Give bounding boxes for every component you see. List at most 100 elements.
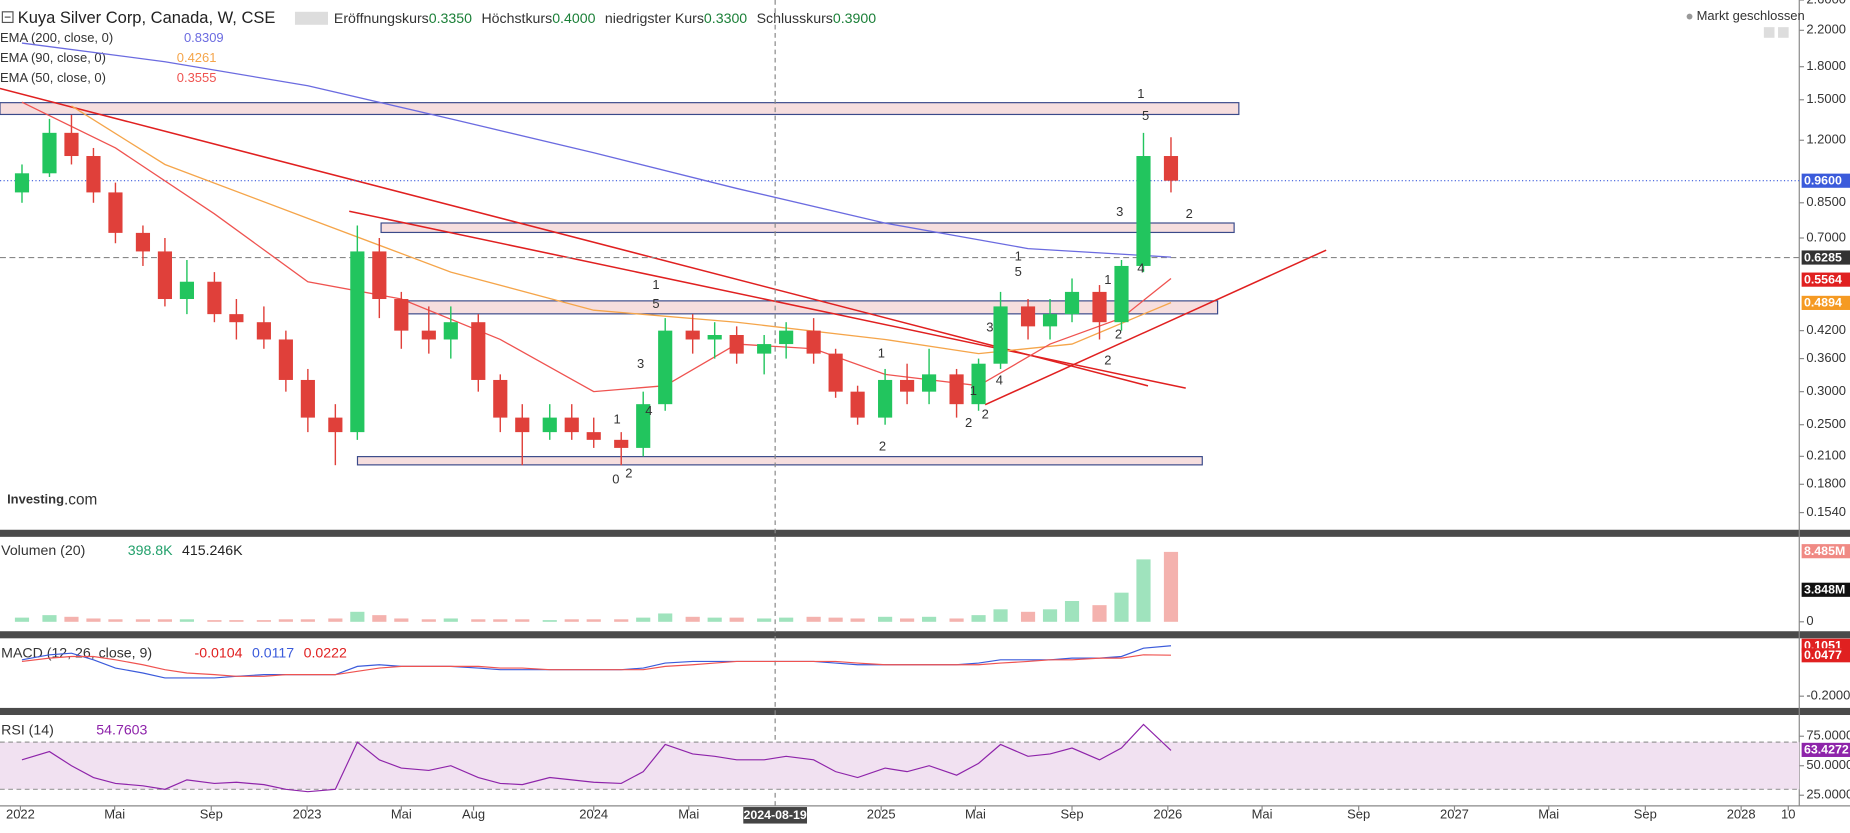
volume-bar [42, 615, 57, 622]
candle-body [229, 314, 244, 323]
y-tick-label: 0.2500 [1806, 416, 1846, 431]
ohlc-name: Schlusskurs [757, 10, 833, 26]
volume-bar [850, 618, 865, 622]
x-tick-label: Sep [1634, 807, 1657, 822]
trendline [0, 87, 1149, 387]
price-badge [1801, 250, 1850, 265]
crosshair-date: 2024-08-19 [743, 808, 806, 822]
volume-bar [1042, 609, 1058, 622]
wave-label: 2 [879, 439, 886, 454]
candle-body [900, 379, 915, 392]
volume-bar [350, 611, 365, 622]
wave-label: 2 [1104, 352, 1111, 367]
y-tick-label: 0.4200 [1806, 322, 1846, 337]
ema-name: EMA (50, close, 0) [0, 70, 106, 85]
ema-value: 0.8309 [184, 30, 224, 45]
candle-body [729, 335, 744, 354]
wave-label: 1 [1104, 272, 1111, 287]
layout [0, 0, 1850, 807]
collapse-icon[interactable] [1, 11, 14, 24]
wave-label: 1 [878, 345, 885, 360]
brand-suffix: .com [64, 491, 97, 508]
panel-title: Volumen (20) [1, 542, 85, 558]
panel-button[interactable] [1763, 27, 1775, 38]
brand: Investing [7, 492, 64, 507]
x-tick-label: 2027 [1440, 807, 1469, 822]
volume-bar [471, 619, 486, 622]
zone-box [380, 222, 1235, 234]
wave-label: 1 [652, 277, 659, 292]
volume-bar [542, 620, 557, 622]
y-tick-label: 25.0000 [1806, 787, 1850, 802]
wave-label: 3 [986, 319, 993, 334]
volume-bar [729, 617, 744, 622]
volume-bar [1092, 605, 1107, 622]
y-tick-label: 0.2100 [1806, 448, 1846, 463]
volume-bar [828, 617, 843, 622]
y-tick-label: 1.8000 [1806, 58, 1846, 73]
candle-body [971, 363, 986, 405]
legend-icons[interactable] [294, 11, 328, 25]
y-tick-label: 75.0000 [1806, 728, 1850, 743]
candle-body [86, 156, 101, 193]
wave-label: 5 [1015, 264, 1022, 279]
x-tick-label: 2028 [1727, 807, 1756, 822]
x-tick-label: Mai [104, 807, 125, 822]
wave-label: 1 [970, 383, 977, 398]
x-tick-label: Mai [1252, 807, 1273, 822]
x-tick-label: Aug [462, 807, 485, 822]
volume-bar [1114, 592, 1129, 622]
ema-name: EMA (200, close, 0) [0, 30, 113, 45]
candle-body [564, 417, 579, 433]
candle-body [471, 322, 486, 380]
price-badge-label: 0.0477 [1804, 648, 1842, 662]
volume-bar [636, 617, 651, 622]
panel-title: MACD (12, 26, close, 9) [1, 644, 152, 660]
candle-body [443, 322, 458, 340]
price-badge [1801, 173, 1850, 188]
volume-bar [564, 619, 579, 622]
volume-bar [806, 616, 821, 622]
x-tick-label: Mai [678, 807, 699, 822]
wave-label: 1 [613, 411, 620, 426]
volume-bar [971, 615, 986, 622]
volume-bar [900, 618, 915, 622]
y-tick-label: 1.2000 [1806, 132, 1846, 147]
panel-button[interactable] [1778, 27, 1789, 38]
candle-body [850, 391, 865, 418]
wave-label: 1 [1137, 86, 1144, 101]
candle-body [493, 379, 508, 418]
price-badge-label: 0.4894 [1804, 296, 1842, 310]
wave-label: 2 [982, 407, 989, 422]
volume-bar [1020, 611, 1036, 622]
panel-separator [0, 631, 1850, 639]
candle-body [278, 339, 293, 380]
volume-bar [515, 619, 530, 622]
volume-bar [135, 619, 151, 622]
market-status: Markt geschlossen [1697, 8, 1805, 23]
volume-bar [586, 619, 601, 622]
ema-legend: EMA (200, close, 0) 0.8309 [0, 30, 224, 45]
ema-legend: EMA (50, close, 0) 0.3555 [0, 70, 216, 85]
candle-body [1064, 291, 1080, 315]
volume-bar [14, 617, 30, 622]
x-tick-label: Mai [965, 807, 986, 822]
wave-label: 3 [637, 356, 644, 371]
ohlc-name: niedrigster Kurs [605, 10, 704, 26]
volume-bar [108, 619, 123, 622]
candle-body [658, 330, 673, 405]
price-badge-label: 63.4272 [1804, 743, 1849, 757]
volume-bar [949, 618, 964, 622]
volume-bar [229, 620, 244, 622]
y-tick-label: 50.0000 [1806, 757, 1850, 772]
wave-label: 1 [1015, 249, 1022, 264]
ema-legend: EMA (90, close, 0) 0.4261 [0, 50, 216, 65]
candle-body [1114, 265, 1129, 323]
ema-value: 0.3555 [177, 70, 217, 85]
wave-label: 3 [1116, 204, 1123, 219]
candle-body [1092, 291, 1107, 323]
candle-body [542, 417, 557, 433]
volume-bar [372, 615, 387, 622]
ohlc-legend: Eröffnungskurs0.3350 Höchstkurs0.4000 nied… [334, 10, 876, 26]
